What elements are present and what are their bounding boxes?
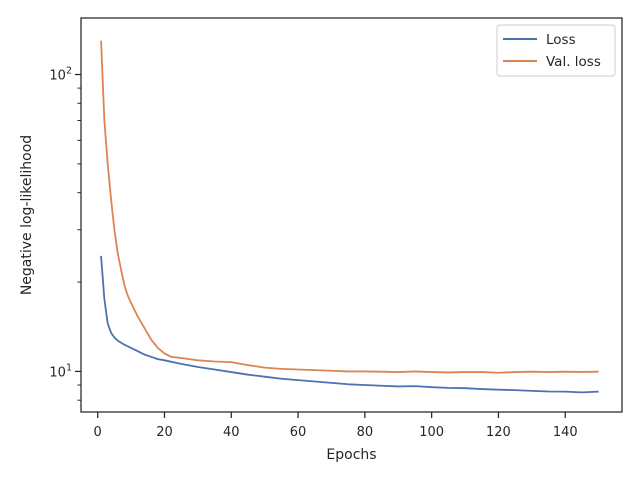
x-tick-label: 120 — [486, 425, 511, 440]
y-tick-label: 101 — [49, 362, 72, 380]
axes-frame — [80, 17, 623, 413]
y-axis-label: Negative log-likelihood — [19, 135, 35, 295]
x-tick-label: 40 — [223, 425, 240, 440]
x-tick-label: 20 — [156, 425, 173, 440]
plot-lines — [100, 40, 599, 394]
series-line-val-loss — [100, 40, 599, 374]
y-tick-label: 102 — [49, 66, 72, 84]
legend: Loss Val. loss — [496, 24, 616, 77]
x-tick-label: 140 — [553, 425, 578, 440]
x-ticks: 0 20 40 60 80 100 120 140 — [94, 412, 578, 440]
x-tick-label: 0 — [94, 425, 102, 440]
x-axis-label: Epochs — [326, 447, 376, 463]
x-tick-label: 100 — [419, 425, 444, 440]
y-ticks: 101 102 — [49, 66, 81, 401]
x-tick-label: 80 — [357, 425, 374, 440]
series-line-loss — [100, 255, 599, 394]
legend-box — [496, 24, 616, 77]
x-tick-label: 60 — [290, 425, 307, 440]
legend-label-loss: Loss — [546, 32, 576, 48]
legend-label-val-loss: Val. loss — [546, 54, 601, 70]
